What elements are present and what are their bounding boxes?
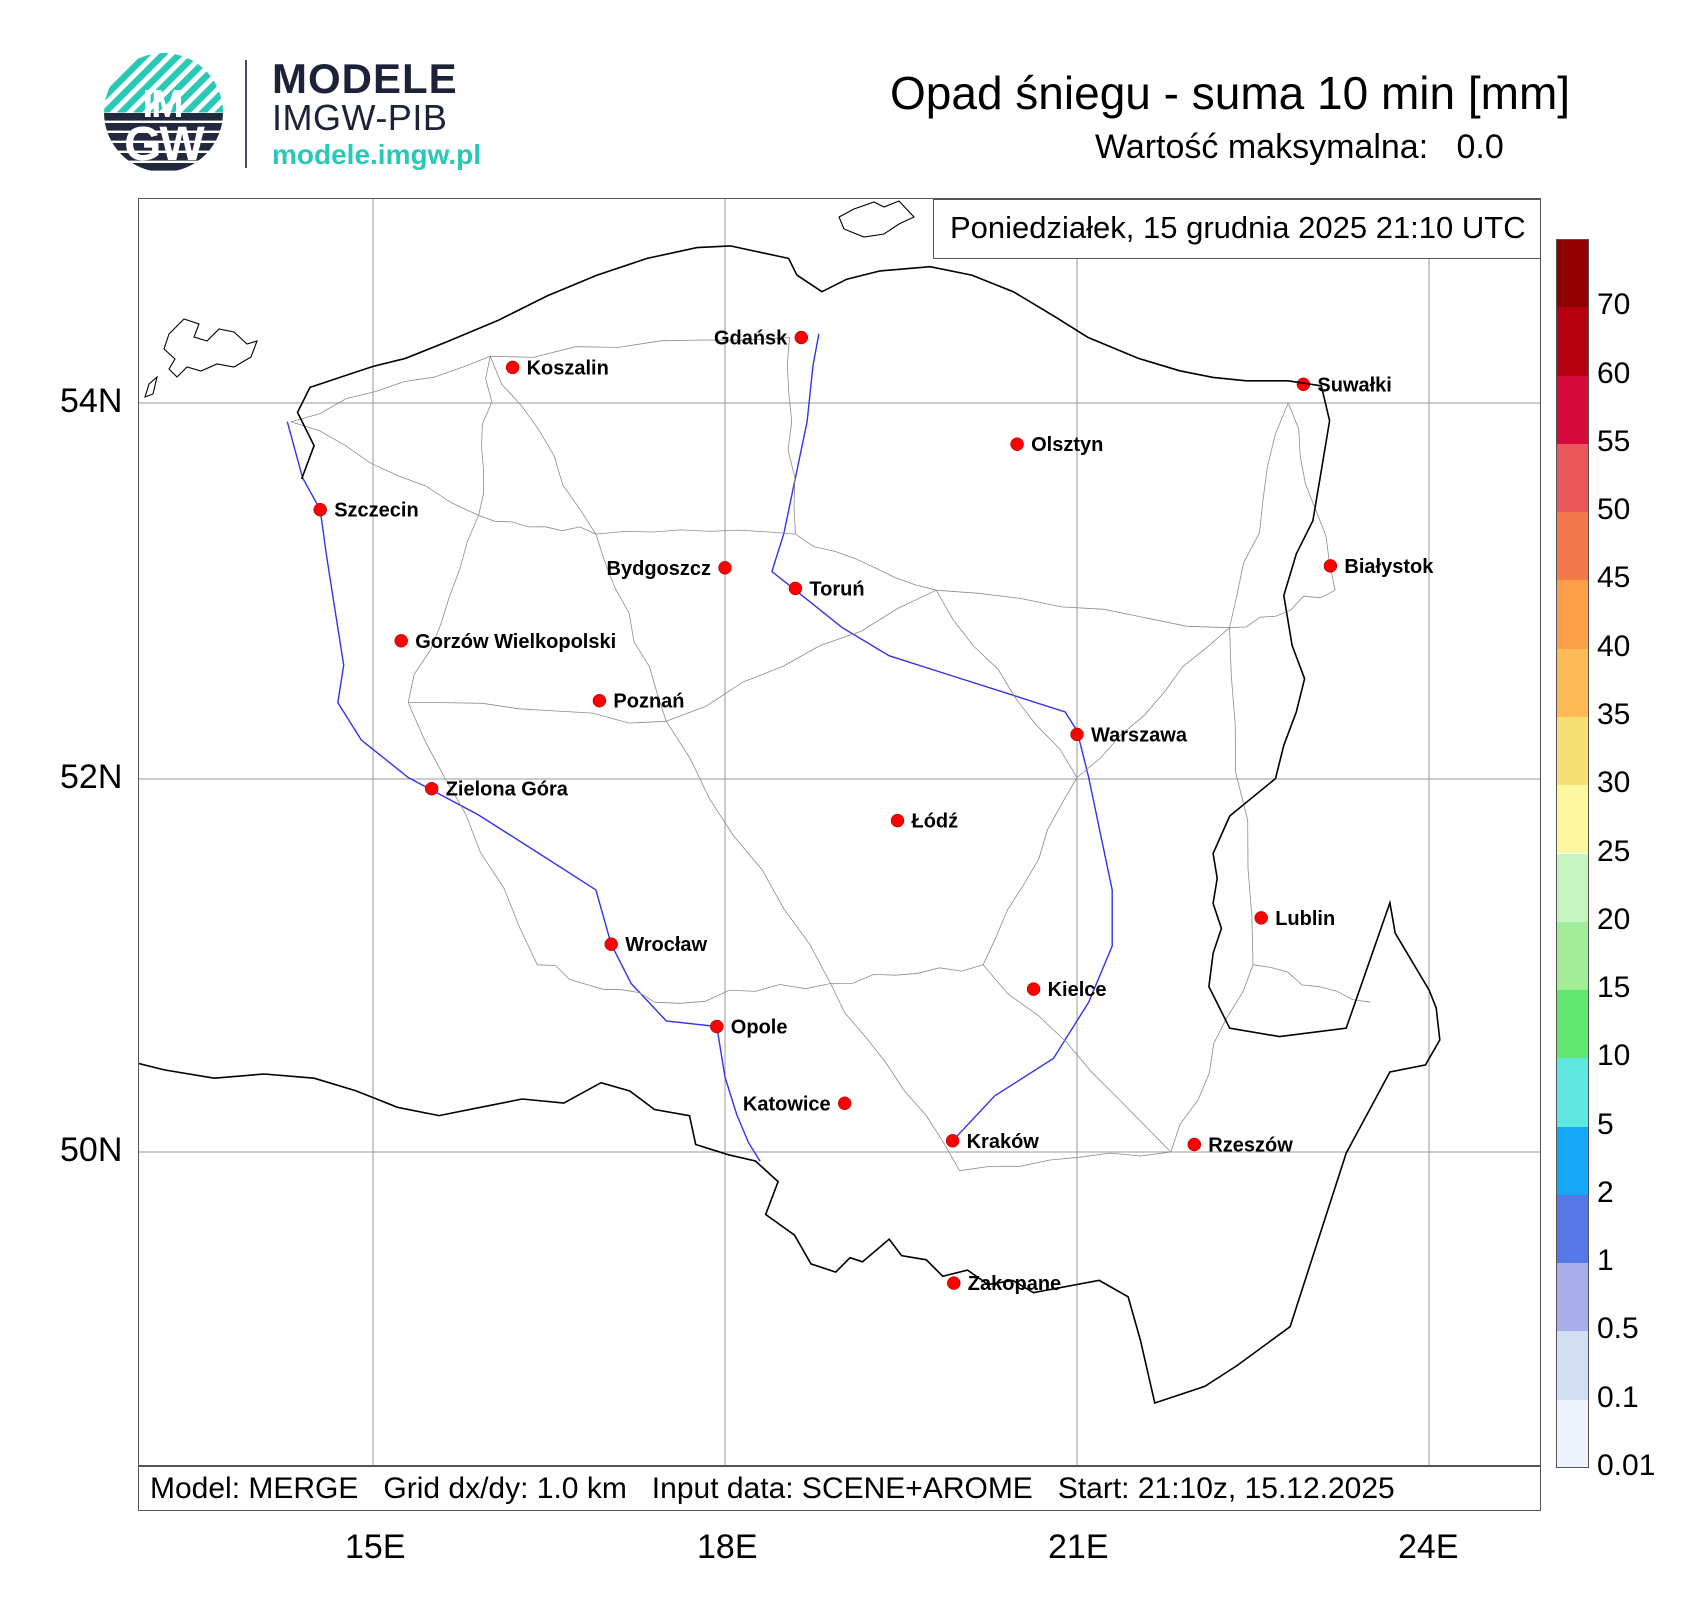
svg-text:Gorzów Wielkopolski: Gorzów Wielkopolski [415,631,616,653]
svg-text:Zielona Góra: Zielona Góra [446,779,569,801]
svg-text:Rzeszów: Rzeszów [1208,1135,1293,1157]
svg-text:Olsztyn: Olsztyn [1031,434,1103,456]
svg-text:Bydgoszcz: Bydgoszcz [607,558,711,580]
svg-text:Warszawa: Warszawa [1091,724,1188,746]
svg-text:Opole: Opole [731,1017,788,1039]
svg-text:Kraków: Kraków [967,1131,1040,1153]
svg-text:Szczecin: Szczecin [334,500,418,522]
svg-text:GW: GW [124,118,205,171]
svg-text:Katowice: Katowice [743,1093,831,1115]
svg-text:Lublin: Lublin [1275,908,1335,930]
svg-text:Toruń: Toruń [809,578,864,600]
svg-text:Białystok: Białystok [1344,556,1434,578]
svg-text:Suwałki: Suwałki [1317,374,1391,396]
svg-text:Wrocław: Wrocław [625,934,707,956]
svg-text:Kielce: Kielce [1048,979,1107,1001]
svg-text:Zakopane: Zakopane [968,1273,1061,1295]
svg-text:Koszalin: Koszalin [527,357,609,379]
svg-text:Łódź: Łódź [912,811,959,833]
svg-text:Gdańsk: Gdańsk [714,328,788,350]
svg-text:Poznań: Poznań [613,691,684,713]
